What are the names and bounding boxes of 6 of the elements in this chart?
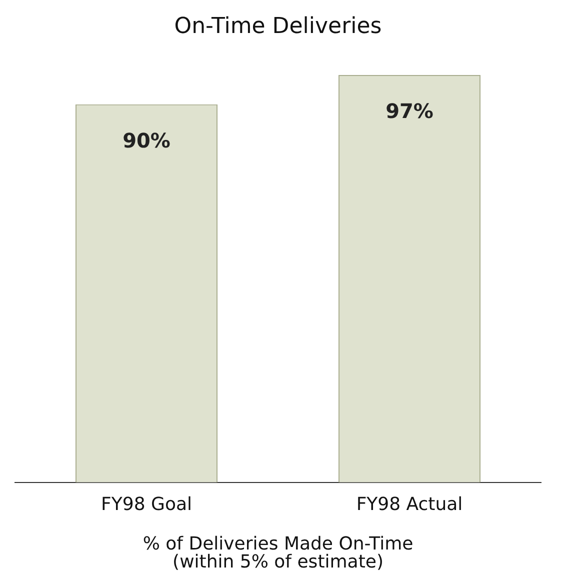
x-axis-title: % of Deliveries Made On-Time (within 5% of estimate) (142, 534, 414, 573)
data-label: 90% (122, 128, 170, 153)
data-label: 97% (386, 99, 434, 124)
x-tick-label: FY98 Goal (101, 494, 192, 515)
x-tick-label: FY98 Actual (356, 494, 463, 515)
chart-title: On-Time Deliveries (174, 14, 382, 39)
